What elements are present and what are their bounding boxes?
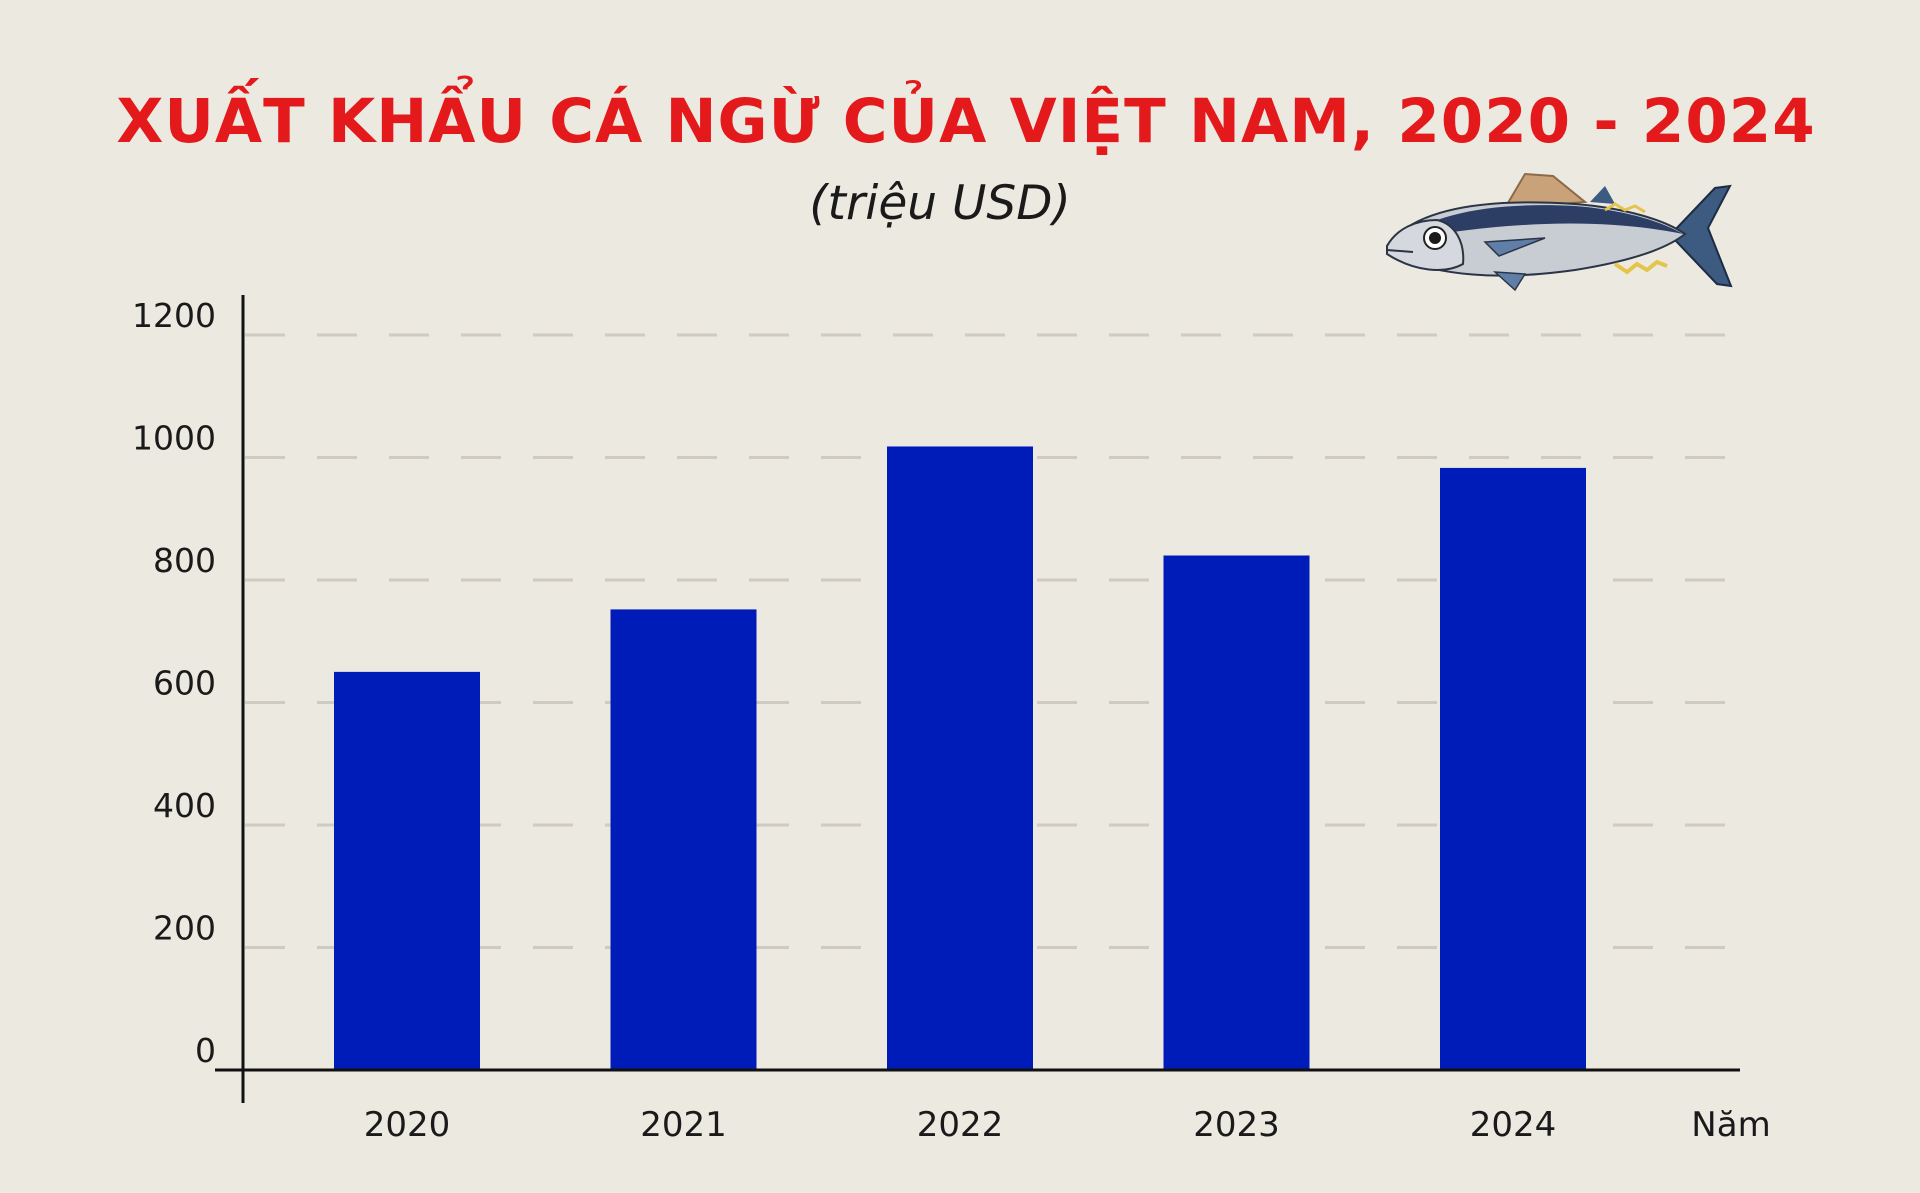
y-tick-label: 200	[153, 909, 216, 948]
bar-2020	[334, 671, 480, 1070]
axes	[215, 295, 1740, 1103]
y-tick-labels: 0 200 400 600 800 1000 1200	[132, 296, 216, 1070]
bars	[334, 446, 1586, 1071]
y-tick-label: 1200	[132, 296, 216, 335]
x-tick-label: 2020	[364, 1105, 451, 1145]
chart-subtitle: (triệu USD)	[809, 176, 1071, 231]
tuna-fish-icon	[1386, 172, 1733, 292]
bar-2021	[610, 609, 757, 1070]
y-tick-label: 400	[153, 786, 216, 825]
x-tick-labels: 2020 2021 2022 2023 2024	[364, 1105, 1557, 1145]
bar-2022	[887, 446, 1033, 1071]
y-tick-label: 0	[195, 1031, 216, 1070]
bar-2023	[1163, 555, 1310, 1070]
y-tick-label: 1000	[132, 419, 216, 458]
bar-2024	[1440, 467, 1586, 1071]
x-tick-label: 2022	[917, 1105, 1004, 1145]
x-axis-label: Năm	[1691, 1105, 1770, 1145]
y-tick-label: 800	[153, 541, 216, 580]
x-tick-label: 2024	[1470, 1105, 1557, 1145]
x-tick-label: 2023	[1193, 1105, 1280, 1145]
y-tick-label: 600	[153, 664, 216, 703]
x-tick-label: 2021	[640, 1105, 727, 1145]
chart-title: XUẤT KHẨU CÁ NGỪ CỦA VIỆT NAM, 2020 - 20…	[116, 86, 1816, 157]
